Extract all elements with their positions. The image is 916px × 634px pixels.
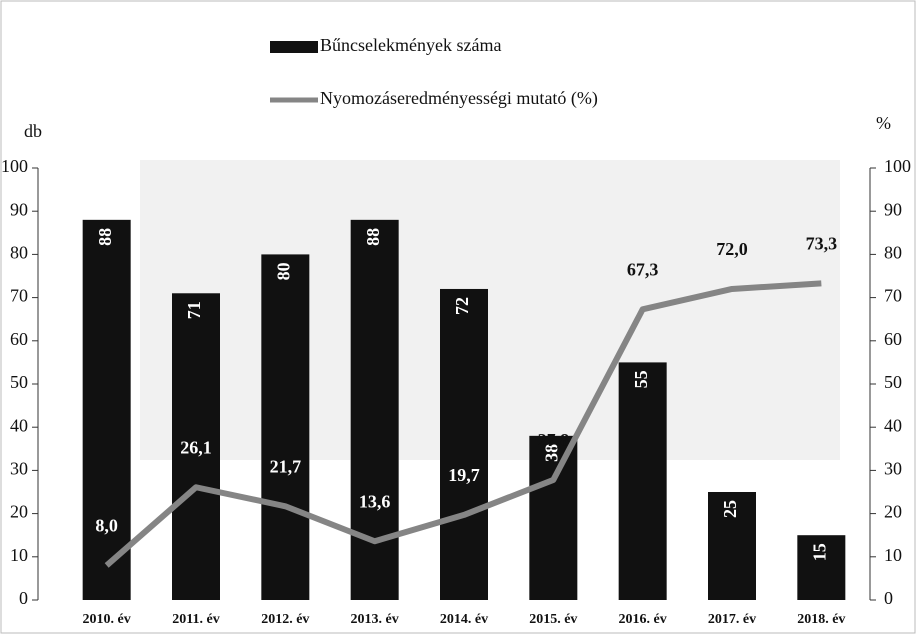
x-tick-label: 2016. év	[619, 612, 667, 627]
legend-label: Nyomozáseredményességi mutató (%)	[320, 88, 598, 109]
legend-label: Bűncselekmények száma	[320, 35, 501, 55]
y2-tick-label: 10	[884, 545, 902, 565]
y-tick-label: 0	[19, 588, 28, 608]
bar-value-label: 71	[184, 301, 204, 319]
x-tick-label: 2012. év	[261, 612, 309, 627]
y2-tick-label: 70	[884, 286, 902, 306]
bar-value-label: 15	[809, 543, 829, 561]
y2-tick-label: 100	[884, 156, 911, 176]
y-tick-label: 20	[10, 502, 28, 522]
bar-value-label: 38	[541, 444, 561, 462]
x-tick-label: 2011. év	[172, 612, 219, 627]
y-tick-label: 50	[10, 372, 28, 392]
x-tick-label: 2015. év	[529, 612, 577, 627]
line-value-label: 13,6	[359, 491, 391, 511]
bar-value-label: 55	[631, 370, 651, 388]
y2-tick-label: 20	[884, 502, 902, 522]
y-tick-label: 10	[10, 545, 28, 565]
line-value-label: 73,3	[806, 233, 838, 253]
y-tick-label: 90	[10, 199, 28, 219]
bar-value-label: 72	[452, 297, 472, 315]
line-value-label: 67,3	[627, 259, 659, 279]
bar	[797, 535, 846, 600]
x-tick-label: 2010. év	[83, 612, 131, 627]
x-tick-label: 2013. év	[351, 612, 399, 627]
y2-tick-label: 50	[884, 372, 902, 392]
line-value-label: 72,0	[716, 239, 748, 259]
line-value-label: 21,7	[270, 456, 302, 476]
y-tick-label: 40	[10, 415, 28, 435]
y-tick-label: 70	[10, 286, 28, 306]
y2-tick-label: 30	[884, 459, 902, 479]
bar	[529, 435, 578, 600]
legend-swatch	[270, 41, 318, 53]
bar	[172, 293, 220, 600]
line-value-label: 19,7	[448, 465, 480, 485]
bar-value-label: 88	[95, 228, 115, 246]
y2-tick-label: 40	[884, 415, 902, 435]
bar	[261, 254, 310, 600]
y2-tick-label: 90	[884, 199, 902, 219]
x-tick-label: 2018. év	[797, 612, 845, 627]
x-tick-label: 2014. év	[440, 612, 488, 627]
bar-value-label: 25	[720, 500, 740, 518]
y2-tick-label: 0	[884, 588, 893, 608]
line-value-label: 27,8	[538, 430, 570, 450]
line-value-label: 26,1	[180, 437, 212, 457]
background-photo	[140, 160, 840, 460]
y-tick-label: 60	[10, 329, 28, 349]
bar	[618, 362, 667, 600]
y2-tick-label: 80	[884, 243, 902, 263]
x-tick-label: 2017. év	[708, 612, 756, 627]
bar	[440, 288, 488, 600]
y-tick-label: 80	[10, 243, 28, 263]
y-tick-label: 100	[1, 156, 28, 176]
bar-value-label: 88	[363, 228, 383, 246]
y2-axis-label: %	[876, 113, 891, 133]
line-value-label: 8,0	[95, 516, 118, 536]
y2-tick-label: 60	[884, 329, 902, 349]
bar-value-label: 80	[273, 262, 293, 280]
line	[104, 280, 822, 568]
y-axis-label: db	[24, 121, 42, 141]
bar	[82, 219, 131, 600]
y-tick-label: 30	[10, 459, 28, 479]
bar	[708, 492, 756, 600]
